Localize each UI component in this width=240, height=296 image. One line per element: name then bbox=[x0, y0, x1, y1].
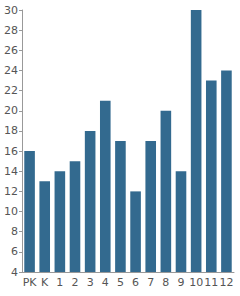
svg-text:26: 26 bbox=[4, 44, 18, 57]
svg-text:11: 11 bbox=[204, 276, 218, 289]
svg-text:24: 24 bbox=[4, 64, 18, 77]
svg-text:12: 12 bbox=[219, 276, 233, 289]
svg-text:4: 4 bbox=[11, 266, 18, 279]
svg-text:1: 1 bbox=[56, 276, 63, 289]
svg-text:22: 22 bbox=[4, 84, 18, 97]
svg-text:18: 18 bbox=[4, 124, 18, 137]
svg-text:8: 8 bbox=[11, 225, 18, 238]
svg-text:3: 3 bbox=[87, 276, 94, 289]
svg-text:30: 30 bbox=[4, 4, 18, 17]
svg-text:28: 28 bbox=[4, 24, 18, 37]
svg-text:14: 14 bbox=[4, 165, 18, 178]
svg-text:2: 2 bbox=[72, 276, 79, 289]
svg-text:4: 4 bbox=[102, 276, 109, 289]
svg-text:PK: PK bbox=[23, 276, 38, 289]
svg-text:10: 10 bbox=[4, 205, 18, 218]
svg-text:6: 6 bbox=[11, 245, 18, 258]
svg-text:8: 8 bbox=[162, 276, 169, 289]
svg-text:5: 5 bbox=[117, 276, 124, 289]
svg-text:6: 6 bbox=[132, 276, 139, 289]
svg-text:12: 12 bbox=[4, 185, 18, 198]
svg-text:9: 9 bbox=[178, 276, 185, 289]
svg-text:10: 10 bbox=[189, 276, 203, 289]
svg-text:16: 16 bbox=[4, 145, 18, 158]
svg-text:20: 20 bbox=[4, 104, 18, 117]
svg-text:K: K bbox=[41, 276, 49, 289]
svg-text:7: 7 bbox=[147, 276, 154, 289]
